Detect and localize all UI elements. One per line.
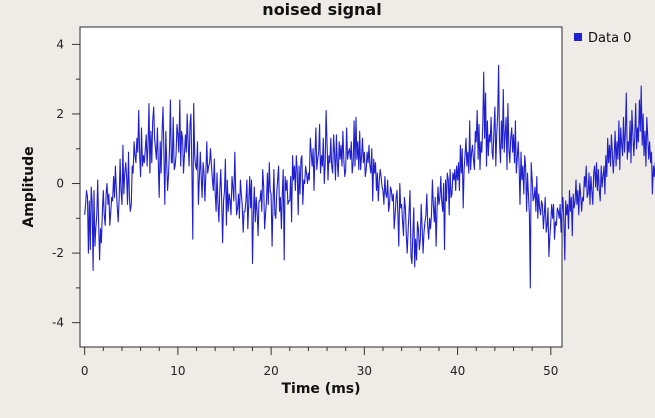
chart-title: noised signal [262, 0, 381, 19]
x-tick-label: 30 [357, 364, 372, 378]
y-axis-title: Amplitude [21, 146, 37, 227]
y-tick-label: -2 [52, 246, 64, 260]
x-tick-label: 50 [543, 364, 558, 378]
legend-label: Data 0 [588, 31, 631, 46]
plot-area [79, 26, 563, 348]
x-tick-label: 10 [170, 364, 185, 378]
y-axis-ticks: -4 -2 0 2 4 [52, 37, 80, 330]
series-group [84, 64, 655, 289]
x-tick-label: 40 [450, 364, 465, 378]
y-tick-label: 2 [56, 107, 64, 121]
legend: Data 0 [574, 31, 631, 46]
x-axis-ticks: 0 10 20 30 40 50 [81, 347, 558, 378]
series-line-data-0 [84, 64, 655, 289]
x-axis-title: Time (ms) [281, 381, 360, 397]
y-tick-label: -4 [52, 316, 64, 330]
y-tick-label: 0 [56, 177, 64, 191]
legend-swatch [574, 33, 582, 41]
x-tick-label: 20 [263, 364, 278, 378]
y-tick-label: 4 [56, 37, 64, 51]
x-tick-label: 0 [81, 364, 89, 378]
